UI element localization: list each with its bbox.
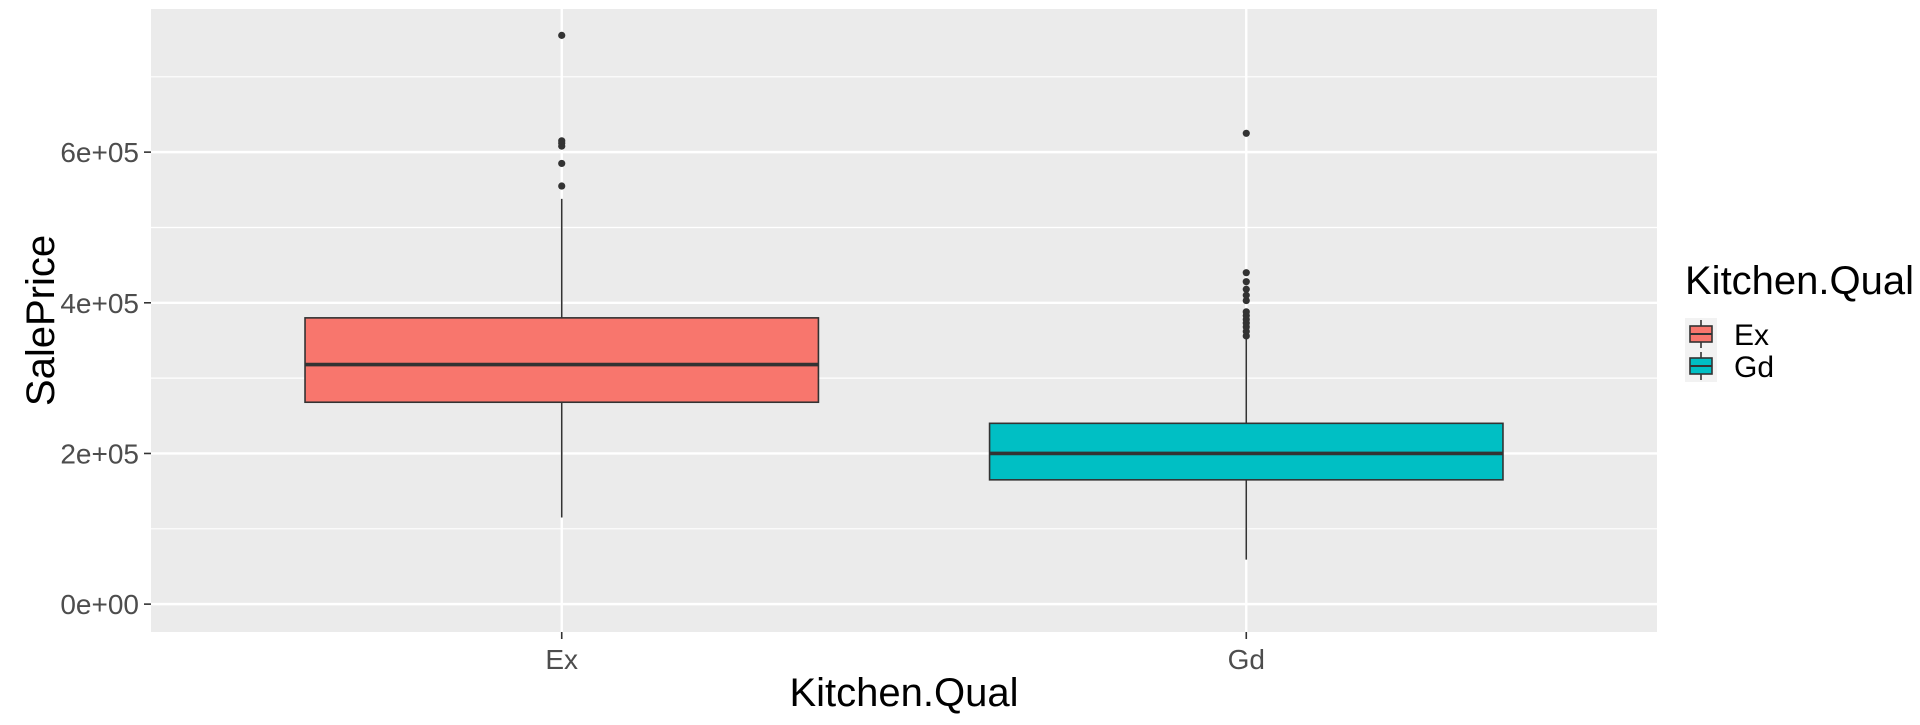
outlier-point [558,137,566,145]
outlier-point [1242,308,1250,316]
x-tick-label: Ex [545,644,578,675]
box-gd [988,129,1504,560]
outlier-point [1242,285,1250,293]
box-iqr [988,422,1504,481]
outlier-point [558,159,566,168]
legend-key-gd [1685,350,1717,382]
outlier-point [1242,269,1250,277]
y-tick-label: 0e+00 [60,589,139,620]
legend-title: Kitchen.Qual [1685,259,1914,303]
legend-key-ex [1685,318,1717,350]
y-tick-label: 6e+05 [60,137,139,168]
boxes [304,31,1504,560]
x-axis-title: Kitchen.Qual [789,671,1018,715]
outlier-point [1242,278,1250,286]
box-ex [304,31,820,518]
x-tick-label: Gd [1228,644,1265,675]
y-axis-title: SalePrice [19,235,63,406]
box-iqr [304,317,820,404]
y-tick-label: 2e+05 [60,438,139,469]
y-tick-label: 4e+05 [60,288,139,319]
outlier-point [558,31,566,39]
outlier-point [1242,129,1250,137]
outlier-point [1242,291,1250,299]
legend-label: Gd [1734,351,1774,384]
legend-label: Ex [1734,319,1769,352]
outlier-point [1242,296,1250,305]
axes: 0e+00 2e+05 4e+05 6e+05 Ex Gd [60,137,1265,675]
outlier-point [558,182,566,190]
